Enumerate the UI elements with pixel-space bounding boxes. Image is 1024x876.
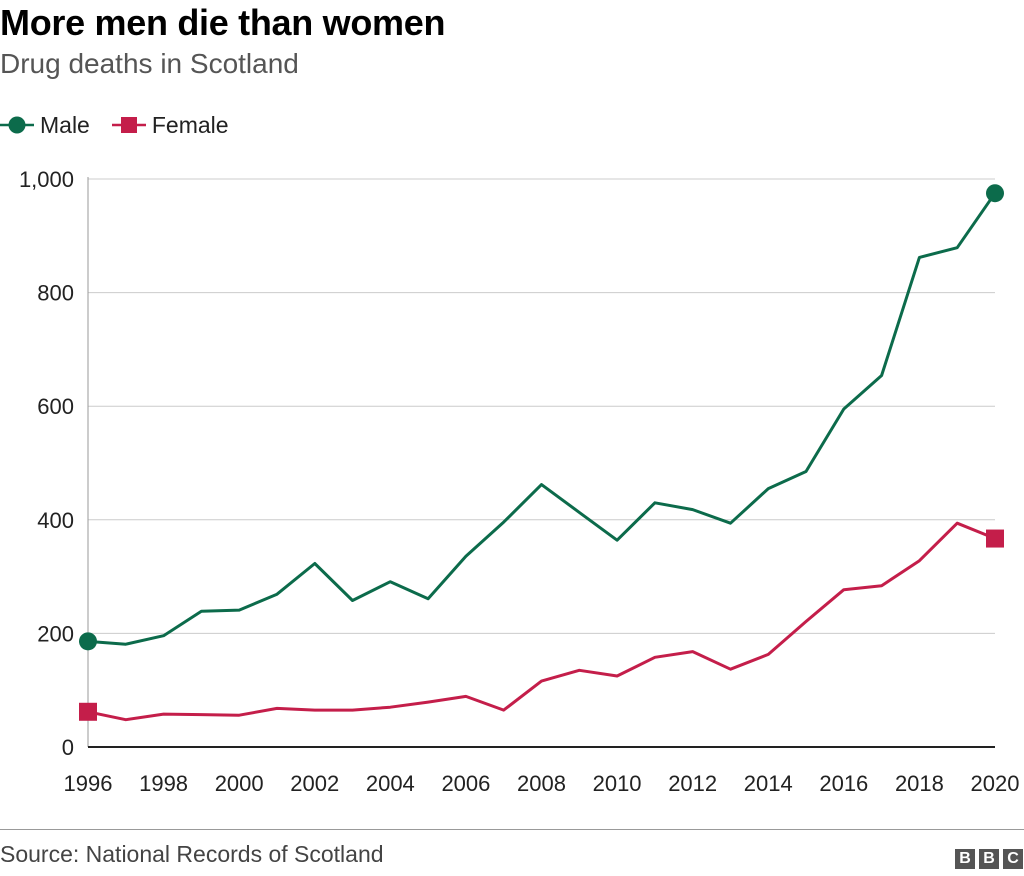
bbc-logo-letter: B xyxy=(955,849,975,869)
legend-label-male: Male xyxy=(40,112,90,139)
footer-divider xyxy=(0,829,1024,830)
data-point-female xyxy=(79,703,97,721)
y-tick-label: 800 xyxy=(37,281,74,306)
x-tick-label: 2002 xyxy=(290,771,339,796)
x-tick-label: 2016 xyxy=(819,771,868,796)
y-tick-label: 600 xyxy=(37,394,74,419)
legend-male-marker-icon xyxy=(0,115,34,135)
x-tick-label: 2018 xyxy=(895,771,944,796)
y-tick-label: 400 xyxy=(37,508,74,533)
legend: Male Female xyxy=(0,110,251,140)
bbc-logo: B B C xyxy=(951,849,1023,869)
bbc-logo-letter: C xyxy=(1003,849,1023,869)
y-tick-label: 200 xyxy=(37,621,74,646)
legend-item-female: Female xyxy=(112,112,229,139)
y-tick-label: 0 xyxy=(62,735,74,760)
source-note: Source: National Records of Scotland xyxy=(0,841,384,868)
x-tick-label: 2004 xyxy=(366,771,415,796)
chart-subtitle: Drug deaths in Scotland xyxy=(0,48,299,80)
data-point-male xyxy=(986,184,1004,202)
legend-item-male: Male xyxy=(0,112,90,139)
y-tick-label: 1,000 xyxy=(19,167,74,192)
series-line-female xyxy=(88,523,995,720)
legend-label-female: Female xyxy=(152,112,229,139)
x-tick-label: 2000 xyxy=(215,771,264,796)
data-point-male xyxy=(79,632,97,650)
x-tick-label: 2014 xyxy=(744,771,793,796)
x-tick-label: 2012 xyxy=(668,771,717,796)
legend-female-marker-icon xyxy=(112,115,146,135)
x-tick-label: 2006 xyxy=(441,771,490,796)
line-chart: 0 200 400 600 800 1,000 1996 1998 2000 2002 2004 20… xyxy=(0,150,1024,800)
series-line-male xyxy=(88,193,995,644)
x-tick-label: 1998 xyxy=(139,771,188,796)
data-point-female xyxy=(986,530,1004,548)
chart-title: More men die than women xyxy=(0,2,445,44)
bbc-logo-letter: B xyxy=(979,849,999,869)
x-tick-label: 2008 xyxy=(517,771,566,796)
x-tick-label: 2010 xyxy=(593,771,642,796)
x-tick-label: 1996 xyxy=(64,771,113,796)
x-tick-label: 2020 xyxy=(971,771,1020,796)
